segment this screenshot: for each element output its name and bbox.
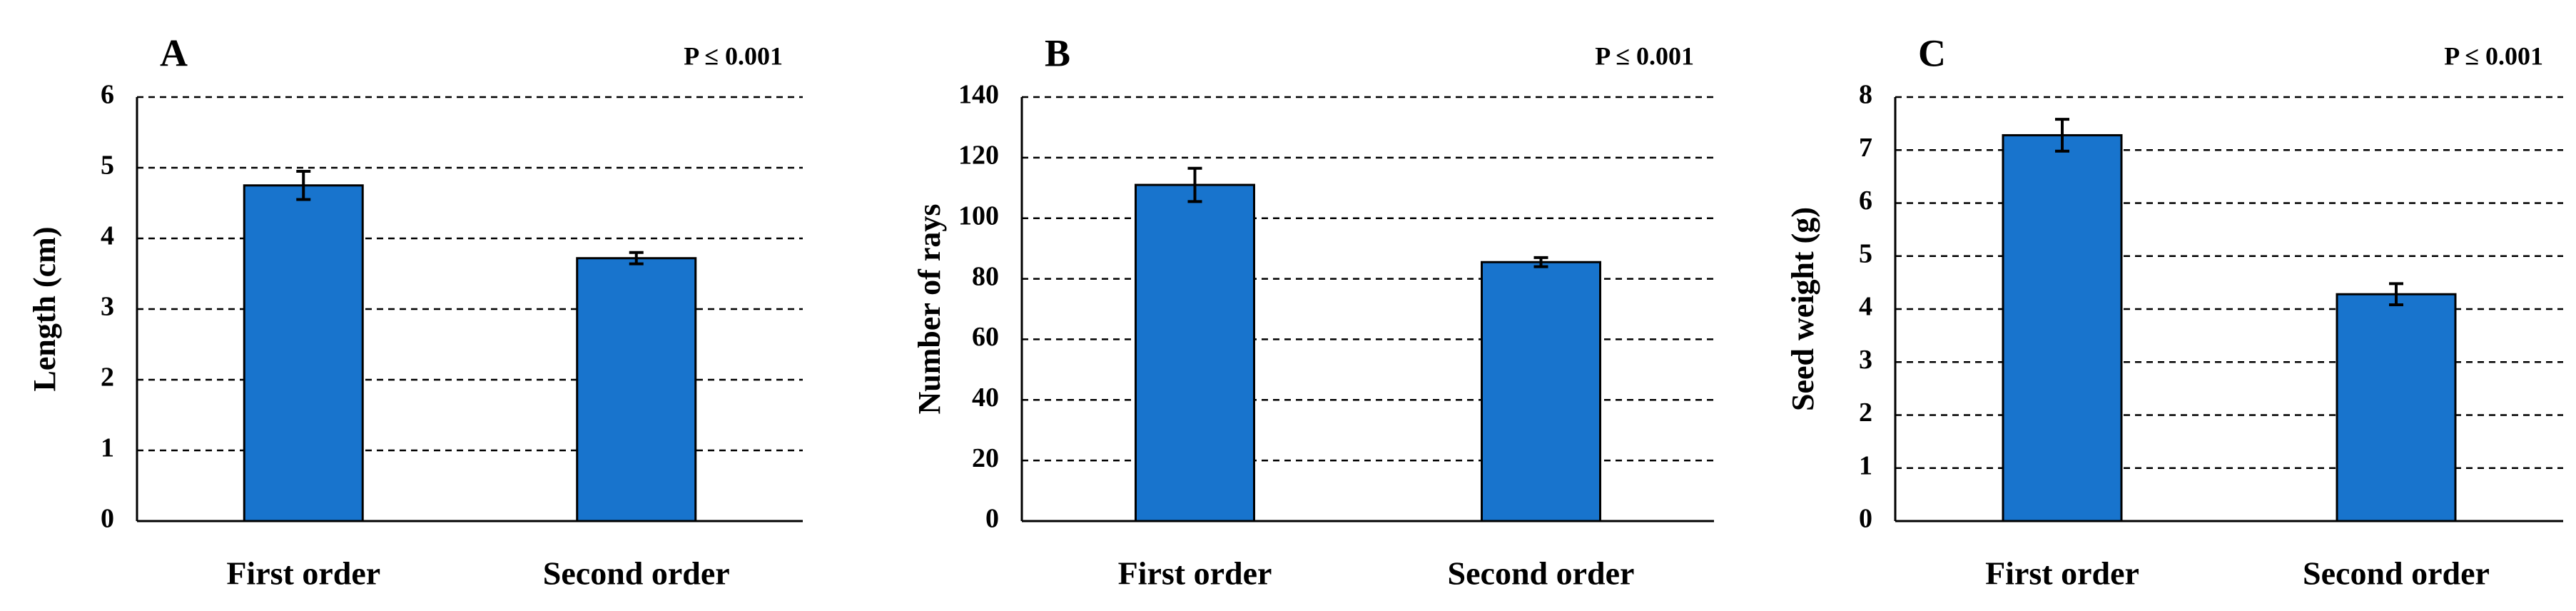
bar bbox=[576, 257, 697, 522]
y-tick-label: 80 bbox=[972, 261, 999, 291]
y-tick-label: 4 bbox=[101, 221, 114, 251]
x-tick-label: Second order bbox=[2303, 555, 2490, 592]
x-tick-label: Second order bbox=[1448, 555, 1635, 592]
bar bbox=[2002, 133, 2123, 522]
panel-label: C bbox=[1918, 31, 1946, 74]
y-tick-label: 5 bbox=[1859, 238, 1872, 268]
error-bar bbox=[2389, 282, 2403, 307]
bar bbox=[1481, 261, 1601, 522]
y-tick-label: 1 bbox=[101, 433, 114, 463]
x-tick-label: Second order bbox=[543, 555, 730, 592]
y-axis-label: Seed weight (g) bbox=[1785, 207, 1820, 411]
y-tick-label: 2 bbox=[1859, 398, 1872, 428]
y-tick-label: 0 bbox=[101, 504, 114, 534]
y-tick-label: 100 bbox=[958, 201, 999, 231]
x-tick-label: First order bbox=[226, 555, 380, 592]
annotation: P ≤ 0.001 bbox=[684, 41, 783, 70]
error-bar bbox=[1533, 256, 1548, 268]
panel-label: B bbox=[1045, 31, 1070, 74]
y-tick-label: 0 bbox=[1859, 504, 1872, 534]
y-tick-label: 20 bbox=[972, 443, 999, 473]
bar bbox=[243, 184, 364, 522]
y-tick-label: 8 bbox=[1859, 80, 1872, 110]
error-bar bbox=[629, 251, 644, 266]
error-bar bbox=[1187, 166, 1202, 203]
y-tick-label: 3 bbox=[101, 292, 114, 322]
annotation: P ≤ 0.001 bbox=[2444, 41, 2543, 70]
y-tick-label: 7 bbox=[1859, 133, 1872, 163]
y-tick-label: 140 bbox=[958, 80, 999, 110]
error-bar bbox=[2055, 118, 2069, 153]
y-tick-label: 6 bbox=[101, 80, 114, 110]
y-tick-label: 60 bbox=[972, 322, 999, 352]
y-tick-label: 0 bbox=[985, 504, 999, 534]
x-tick-label: First order bbox=[1118, 555, 1272, 592]
bar bbox=[1135, 183, 1255, 522]
y-tick-label: 40 bbox=[972, 383, 999, 413]
y-tick-label: 6 bbox=[1859, 186, 1872, 216]
panel-label: A bbox=[160, 31, 188, 74]
error-bar bbox=[296, 169, 311, 201]
y-tick-label: 1 bbox=[1859, 450, 1872, 480]
y-tick-label: 2 bbox=[101, 363, 114, 393]
y-axis-label: Length (cm) bbox=[27, 227, 62, 392]
y-axis-label: Number of rays bbox=[912, 204, 947, 415]
bar bbox=[2336, 293, 2457, 522]
x-tick-label: First order bbox=[1985, 555, 2139, 592]
y-tick-label: 120 bbox=[958, 141, 999, 171]
y-tick-label: 3 bbox=[1859, 345, 1872, 375]
y-tick-label: 5 bbox=[101, 151, 114, 181]
y-tick-label: 4 bbox=[1859, 292, 1872, 322]
annotation: P ≤ 0.001 bbox=[1595, 41, 1694, 70]
